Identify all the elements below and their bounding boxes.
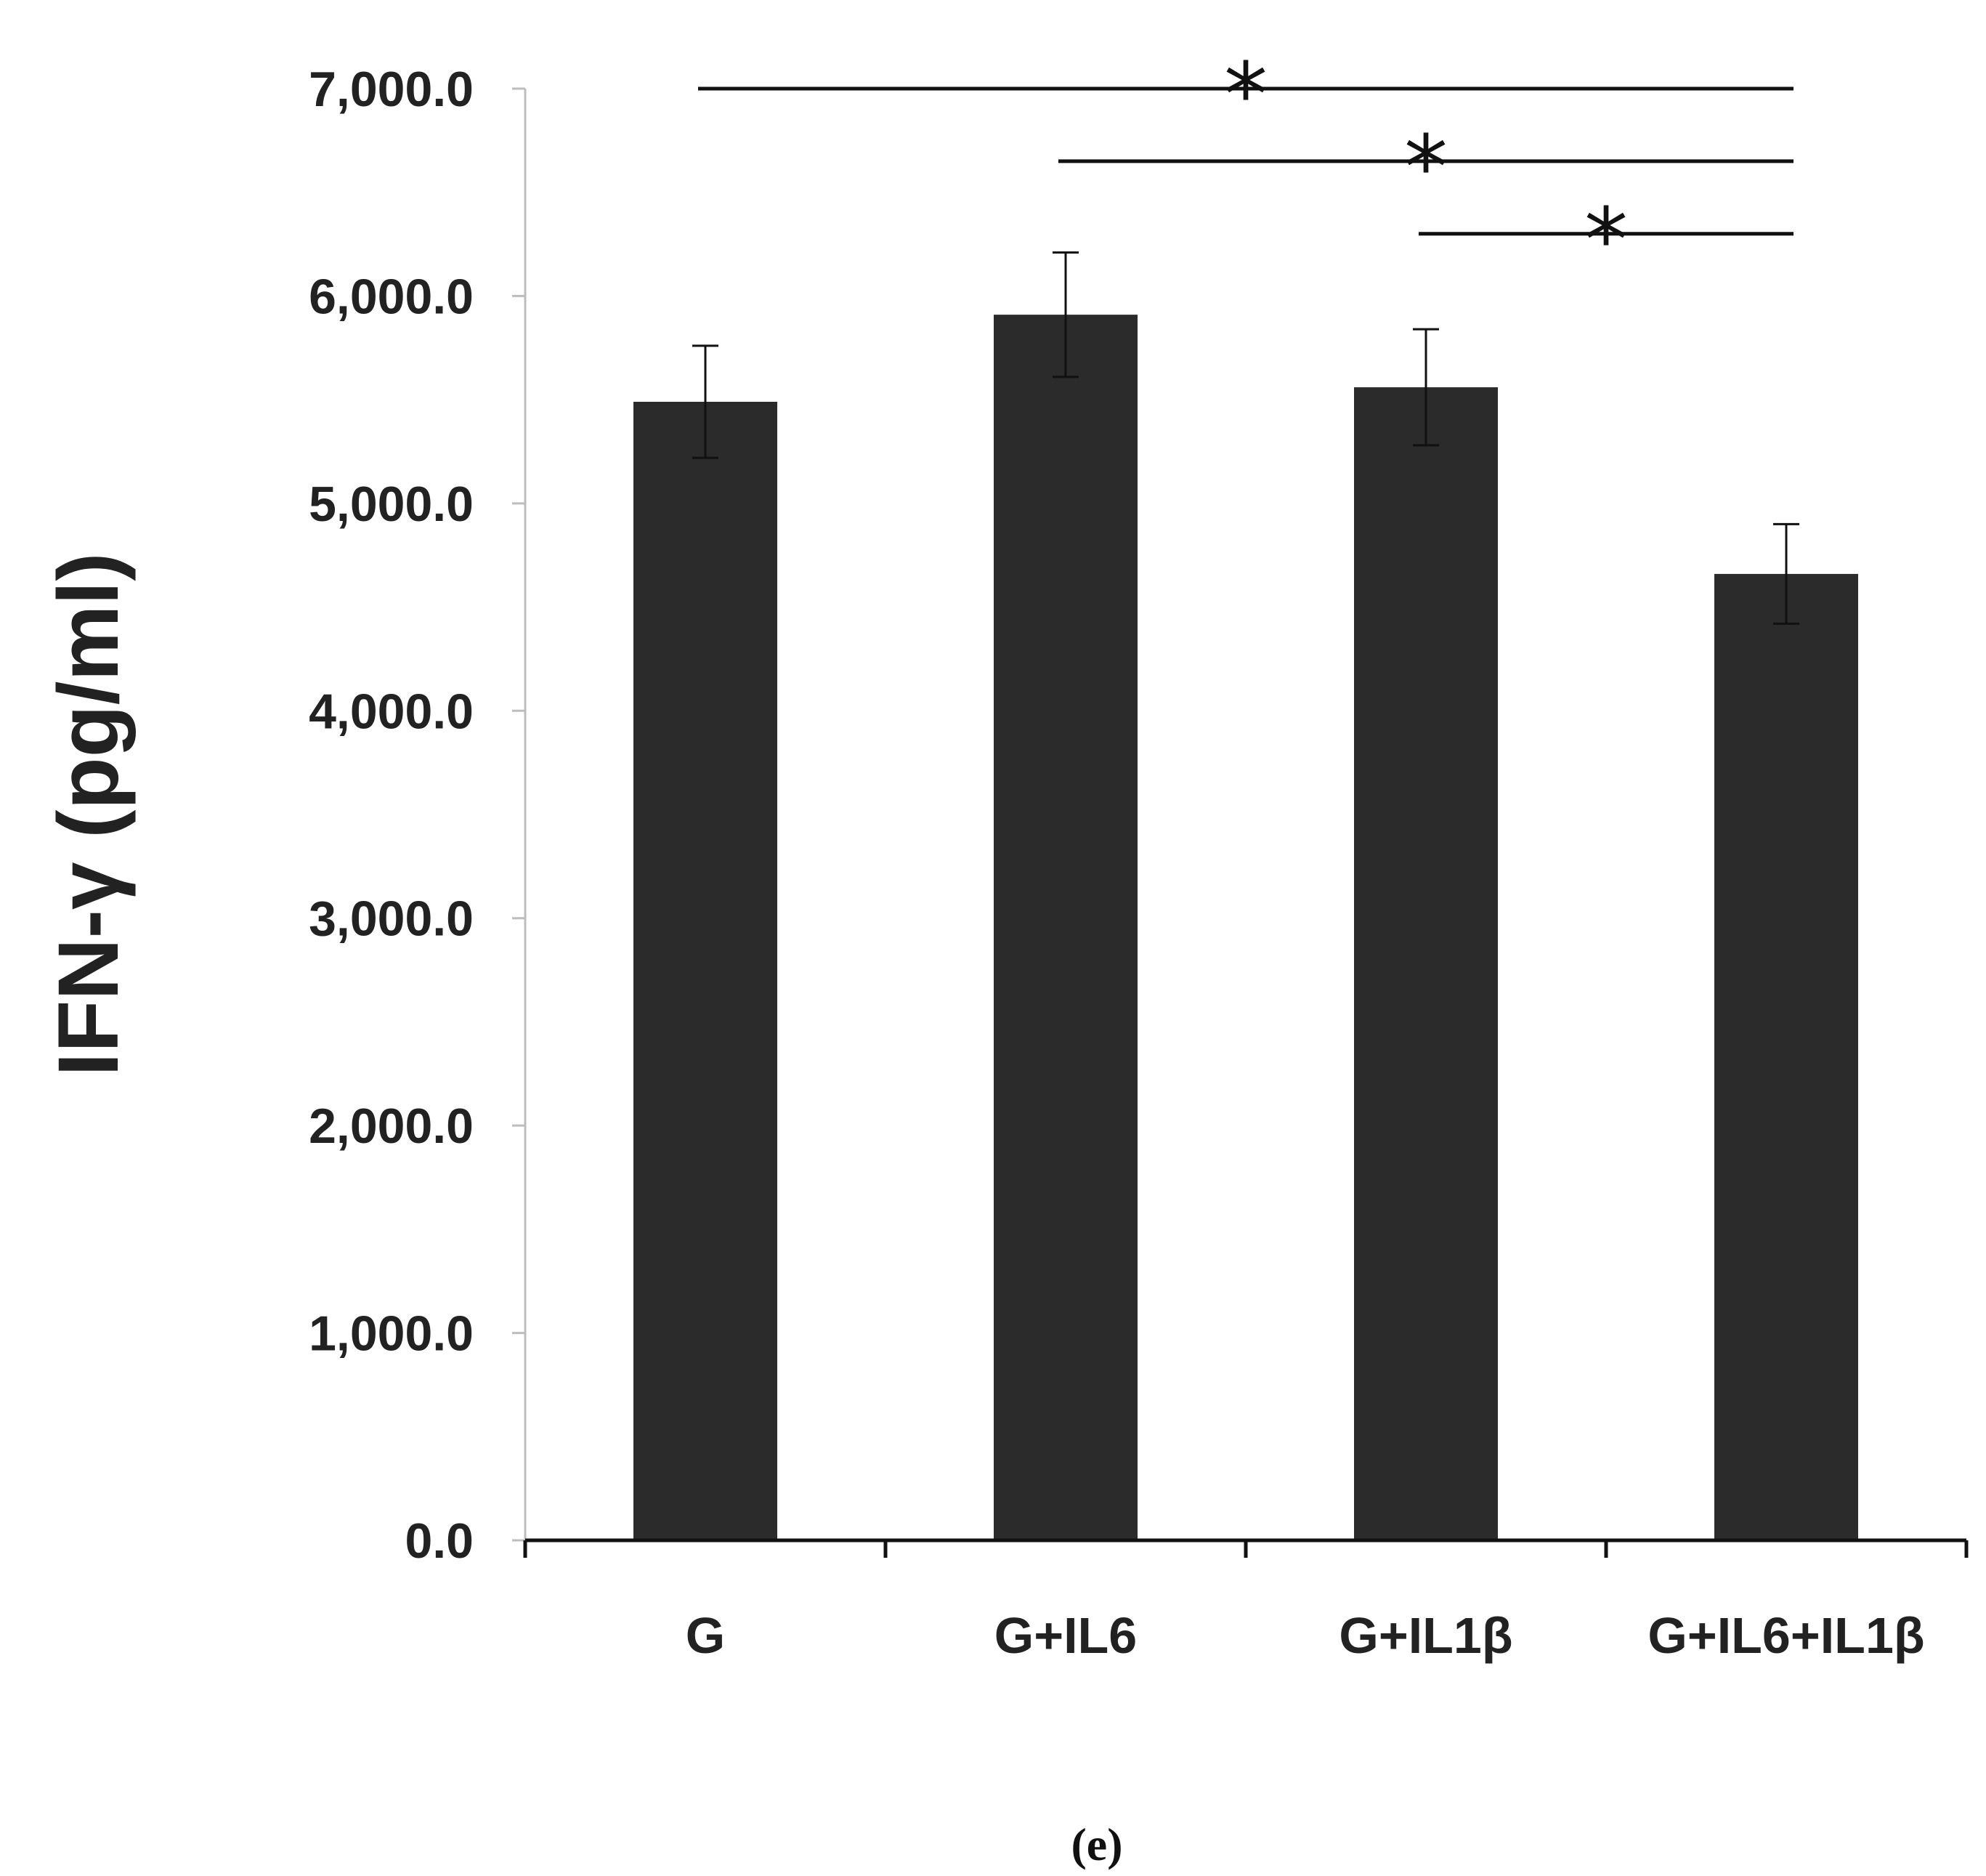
y-axis-title: IFN-γ (pg/ml) — [41, 552, 137, 1076]
significance-star-0: * — [1224, 45, 1268, 146]
x-tick-label: G — [686, 1607, 725, 1664]
bars-layer — [633, 315, 1858, 1541]
error-bar-0 — [692, 344, 718, 459]
x-ticks-layer: G G+IL6 G+IL1β G+IL6+IL1β — [523, 1540, 1969, 1664]
significance-star-1: * — [1404, 118, 1448, 219]
error-bars-layer — [692, 251, 1799, 625]
y-tick-label: 0.0 — [405, 1513, 474, 1569]
significance-layer: * * * — [698, 45, 1794, 291]
error-bar-2 — [1413, 328, 1439, 447]
y-tick-label: 6,000.0 — [309, 269, 474, 324]
bar-3 — [1714, 573, 1858, 1540]
x-tick-label: G+IL6 — [994, 1607, 1137, 1664]
x-tick-label: G+IL6+IL1β — [1647, 1607, 1924, 1664]
bar-1 — [994, 315, 1138, 1540]
error-bar-3 — [1773, 522, 1799, 625]
y-tick-label: 4,000.0 — [309, 684, 474, 739]
bar-0 — [633, 401, 777, 1541]
bar-2 — [1354, 387, 1498, 1541]
y-tick-label: 5,000.0 — [309, 477, 474, 532]
y-tick-label: 2,000.0 — [309, 1099, 474, 1154]
y-tick-label: 7,000.0 — [309, 62, 474, 117]
error-bar-1 — [1053, 251, 1079, 379]
y-ticks-layer: 0.0 1,000.0 2,000.0 3,000.0 4,000.0 5,000.0 6,… — [309, 62, 525, 1569]
y-tick-label: 1,000.0 — [309, 1306, 474, 1362]
panel-label: (e) — [1071, 1819, 1122, 1870]
x-tick-label: G+IL1β — [1339, 1607, 1512, 1664]
y-tick-label: 3,000.0 — [309, 891, 474, 947]
significance-star-2: * — [1584, 190, 1628, 291]
